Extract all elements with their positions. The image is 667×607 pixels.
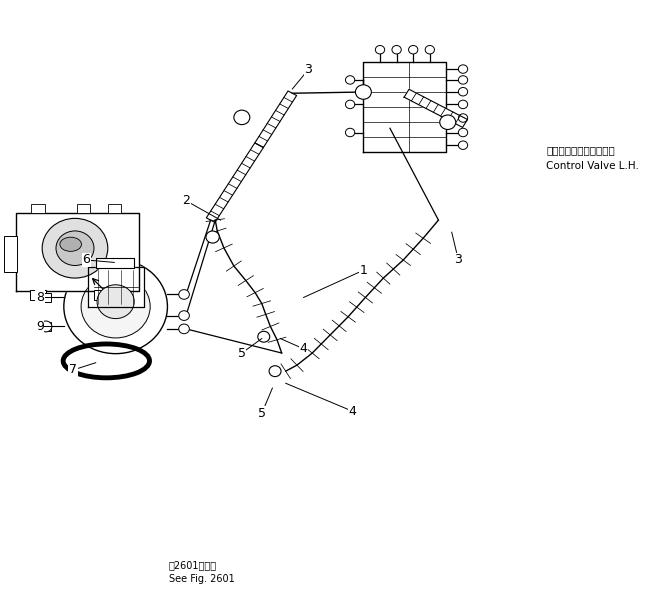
Text: 第2601図参照: 第2601図参照: [169, 561, 217, 571]
Polygon shape: [95, 257, 134, 268]
Text: 5: 5: [238, 347, 246, 359]
Circle shape: [56, 231, 94, 265]
Circle shape: [458, 141, 468, 149]
Circle shape: [440, 115, 456, 129]
Text: 4: 4: [299, 342, 307, 355]
Text: See Fig. 2601: See Fig. 2601: [169, 574, 235, 585]
Circle shape: [346, 100, 355, 109]
Text: 3: 3: [454, 254, 462, 266]
Circle shape: [346, 128, 355, 137]
Bar: [41, 293, 51, 302]
Circle shape: [458, 128, 468, 137]
Bar: [4, 237, 17, 272]
Circle shape: [206, 231, 219, 243]
Circle shape: [257, 331, 269, 342]
Circle shape: [64, 259, 167, 354]
Circle shape: [42, 219, 108, 278]
Circle shape: [458, 65, 468, 73]
Circle shape: [458, 87, 468, 96]
Circle shape: [234, 110, 250, 124]
Text: コントロールバルブ左側: コントロールバルブ左側: [546, 146, 615, 155]
Circle shape: [346, 76, 355, 84]
Circle shape: [409, 46, 418, 54]
Polygon shape: [88, 267, 144, 307]
Text: 8: 8: [36, 291, 44, 304]
Circle shape: [40, 321, 52, 332]
Polygon shape: [255, 91, 297, 148]
Circle shape: [356, 85, 372, 100]
Bar: [41, 322, 51, 331]
Circle shape: [269, 366, 281, 376]
Bar: [30, 290, 46, 300]
Circle shape: [458, 114, 468, 122]
Polygon shape: [404, 89, 468, 127]
Circle shape: [97, 285, 134, 319]
Circle shape: [179, 290, 189, 299]
Text: Control Valve L.H.: Control Valve L.H.: [546, 161, 639, 171]
Circle shape: [425, 46, 434, 54]
Bar: [77, 205, 90, 213]
Circle shape: [376, 46, 385, 54]
Text: 5: 5: [257, 407, 265, 420]
Text: 9: 9: [36, 320, 44, 333]
Text: 7: 7: [69, 364, 77, 376]
Text: 3: 3: [304, 63, 312, 76]
Circle shape: [179, 324, 189, 334]
Text: 2: 2: [182, 194, 190, 207]
Bar: [107, 205, 121, 213]
Bar: [94, 290, 110, 300]
Circle shape: [458, 76, 468, 84]
Circle shape: [179, 311, 189, 320]
Text: 1: 1: [360, 264, 368, 277]
Text: 6: 6: [83, 254, 90, 266]
Text: 4: 4: [348, 404, 356, 418]
Circle shape: [81, 275, 150, 338]
Polygon shape: [206, 143, 263, 222]
Circle shape: [392, 46, 402, 54]
Polygon shape: [364, 62, 446, 152]
Ellipse shape: [60, 237, 81, 251]
Circle shape: [458, 100, 468, 109]
Polygon shape: [16, 213, 139, 291]
Bar: [31, 205, 45, 213]
